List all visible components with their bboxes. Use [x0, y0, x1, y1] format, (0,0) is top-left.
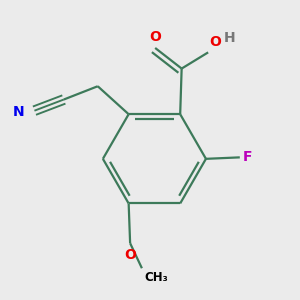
Text: H: H — [224, 31, 235, 45]
Text: F: F — [243, 150, 252, 164]
Text: O: O — [210, 35, 221, 49]
Text: N: N — [13, 105, 24, 118]
Text: O: O — [149, 30, 161, 44]
Text: O: O — [124, 248, 136, 262]
Text: CH₃: CH₃ — [144, 271, 168, 284]
